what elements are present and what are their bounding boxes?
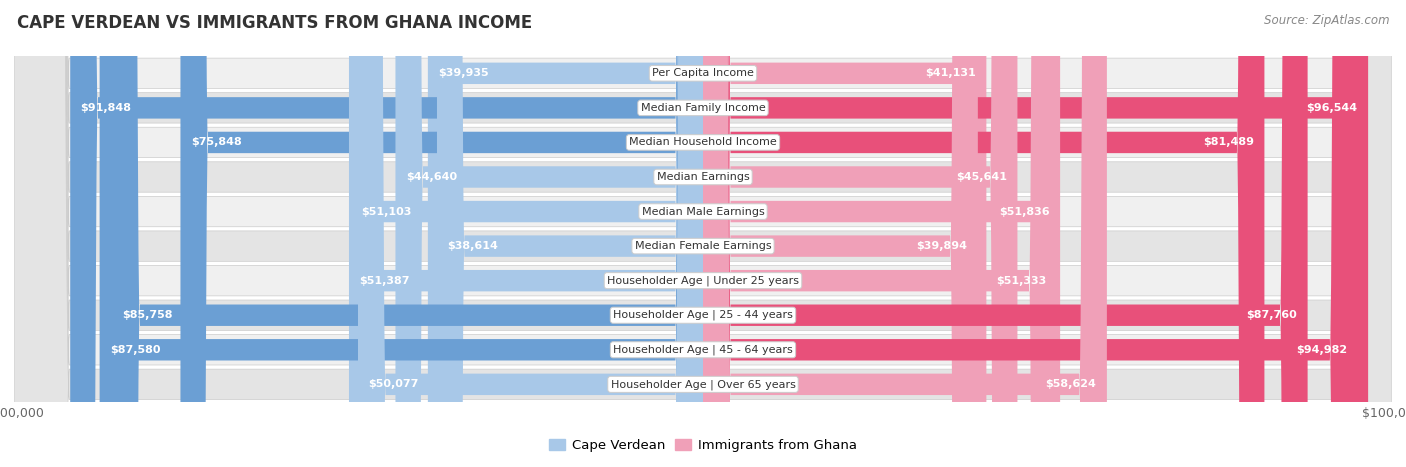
- FancyBboxPatch shape: [703, 0, 1264, 467]
- Text: CAPE VERDEAN VS IMMIGRANTS FROM GHANA INCOME: CAPE VERDEAN VS IMMIGRANTS FROM GHANA IN…: [17, 14, 531, 32]
- Text: $51,836: $51,836: [1000, 206, 1050, 217]
- FancyBboxPatch shape: [180, 0, 703, 467]
- Text: $50,077: $50,077: [368, 379, 419, 389]
- FancyBboxPatch shape: [703, 0, 1018, 467]
- FancyBboxPatch shape: [437, 0, 703, 467]
- Text: $87,580: $87,580: [110, 345, 160, 355]
- FancyBboxPatch shape: [14, 0, 1392, 467]
- FancyBboxPatch shape: [14, 0, 1392, 467]
- Text: $51,333: $51,333: [995, 276, 1046, 286]
- FancyBboxPatch shape: [352, 0, 703, 467]
- Text: Median Family Income: Median Family Income: [641, 103, 765, 113]
- FancyBboxPatch shape: [14, 0, 1392, 467]
- FancyBboxPatch shape: [112, 0, 703, 467]
- FancyBboxPatch shape: [703, 0, 1060, 467]
- Text: $51,103: $51,103: [361, 206, 412, 217]
- FancyBboxPatch shape: [100, 0, 703, 467]
- Text: $94,982: $94,982: [1296, 345, 1347, 355]
- Text: Median Earnings: Median Earnings: [657, 172, 749, 182]
- Text: Householder Age | Over 65 years: Householder Age | Over 65 years: [610, 379, 796, 389]
- FancyBboxPatch shape: [349, 0, 703, 467]
- Text: $96,544: $96,544: [1306, 103, 1358, 113]
- Text: $91,848: $91,848: [80, 103, 132, 113]
- Text: Per Capita Income: Per Capita Income: [652, 68, 754, 78]
- FancyBboxPatch shape: [14, 0, 1392, 467]
- Text: $44,640: $44,640: [406, 172, 457, 182]
- Text: $58,624: $58,624: [1046, 379, 1097, 389]
- FancyBboxPatch shape: [14, 0, 1392, 467]
- Text: $75,848: $75,848: [191, 137, 242, 148]
- Text: Source: ZipAtlas.com: Source: ZipAtlas.com: [1264, 14, 1389, 27]
- FancyBboxPatch shape: [703, 0, 1308, 467]
- Text: $39,894: $39,894: [917, 241, 967, 251]
- FancyBboxPatch shape: [14, 0, 1392, 467]
- FancyBboxPatch shape: [703, 0, 1368, 467]
- Text: Median Household Income: Median Household Income: [628, 137, 778, 148]
- Text: $87,760: $87,760: [1247, 310, 1298, 320]
- Text: $38,614: $38,614: [447, 241, 498, 251]
- FancyBboxPatch shape: [703, 0, 1057, 467]
- Text: $45,641: $45,641: [956, 172, 1007, 182]
- FancyBboxPatch shape: [70, 0, 703, 467]
- FancyBboxPatch shape: [14, 0, 1392, 467]
- Text: Median Female Earnings: Median Female Earnings: [634, 241, 772, 251]
- FancyBboxPatch shape: [14, 0, 1392, 467]
- FancyBboxPatch shape: [14, 0, 1392, 467]
- Text: $85,758: $85,758: [122, 310, 173, 320]
- Text: $51,387: $51,387: [360, 276, 409, 286]
- FancyBboxPatch shape: [703, 0, 977, 467]
- Text: $39,935: $39,935: [439, 68, 489, 78]
- FancyBboxPatch shape: [703, 0, 1107, 467]
- Text: $81,489: $81,489: [1204, 137, 1254, 148]
- FancyBboxPatch shape: [703, 0, 987, 467]
- FancyBboxPatch shape: [427, 0, 703, 467]
- Text: Householder Age | 25 - 44 years: Householder Age | 25 - 44 years: [613, 310, 793, 320]
- Text: Householder Age | Under 25 years: Householder Age | Under 25 years: [607, 276, 799, 286]
- FancyBboxPatch shape: [14, 0, 1392, 467]
- Text: Median Male Earnings: Median Male Earnings: [641, 206, 765, 217]
- FancyBboxPatch shape: [703, 0, 1357, 467]
- Text: $41,131: $41,131: [925, 68, 976, 78]
- Legend: Cape Verdean, Immigrants from Ghana: Cape Verdean, Immigrants from Ghana: [544, 434, 862, 457]
- Text: Householder Age | 45 - 64 years: Householder Age | 45 - 64 years: [613, 345, 793, 355]
- FancyBboxPatch shape: [359, 0, 703, 467]
- FancyBboxPatch shape: [395, 0, 703, 467]
